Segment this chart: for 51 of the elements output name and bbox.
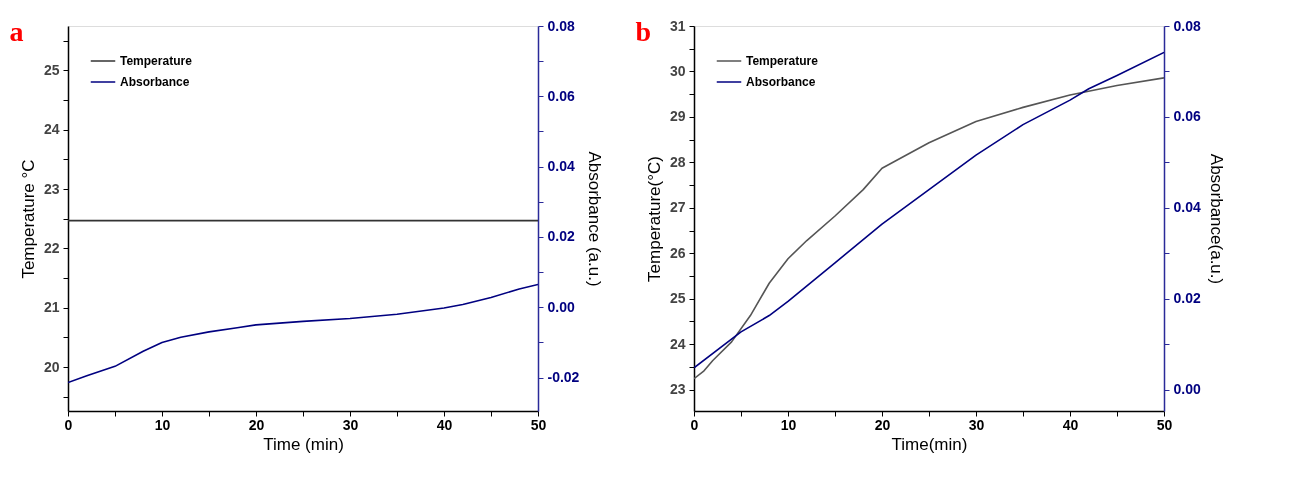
x-tick-label: 10 [780, 416, 797, 433]
y-tick-label: 20 [43, 358, 60, 375]
y2-tick-label: 0.08 [547, 17, 575, 34]
x-tick-label: 10 [154, 416, 171, 433]
legend-label: Absorbance [746, 75, 816, 89]
y2-tick-label: -0.02 [547, 369, 580, 386]
x-tick-label: 30 [342, 416, 359, 433]
y2-tick-label: 0.06 [1173, 108, 1201, 125]
chart-title: a [9, 16, 24, 47]
x-axis-title: Time (min) [263, 434, 344, 454]
x-tick-label: 20 [248, 416, 265, 433]
x-tick-label: 50 [530, 416, 547, 433]
line-series [68, 283, 538, 384]
y2-tick-label: 0.02 [547, 228, 575, 245]
y-tick-label: 25 [43, 61, 60, 78]
y-tick-label: 22 [43, 239, 60, 256]
y-tick-label: 23 [43, 180, 60, 197]
y2-tick-label: 0.02 [1173, 290, 1201, 307]
x-tick-label: 0 [64, 416, 73, 433]
y-axis-title: Temperature(°C) [644, 156, 664, 282]
x-tick-label: 40 [436, 416, 453, 433]
y-tick-label: 28 [669, 153, 686, 170]
y2-tick-label: 0.00 [1173, 381, 1201, 398]
x-tick-label: 30 [968, 416, 985, 433]
x-tick-label: 20 [874, 416, 891, 433]
legend-label: Absorbance [120, 75, 190, 89]
y-tick-label: 21 [43, 299, 60, 316]
x-tick-label: 50 [1156, 416, 1173, 433]
y-tick-label: 30 [669, 62, 686, 79]
y2-axis-title: Absorbance (a.u.) [585, 151, 605, 287]
y-axis-title: Temperature °C [18, 159, 38, 279]
x-axis-title: Time(min) [891, 434, 968, 454]
legend-label: Temperature [746, 54, 819, 68]
chart-title: b [635, 16, 652, 47]
y-tick-label: 31 [669, 17, 686, 34]
y2-tick-label: 0.00 [547, 298, 575, 315]
y-tick-label: 26 [669, 244, 686, 261]
x-tick-label: 0 [690, 416, 699, 433]
y2-tick-label: 0.06 [547, 87, 575, 104]
y-tick-label: 25 [669, 290, 686, 307]
y-tick-label: 24 [669, 335, 686, 352]
y-tick-label: 27 [669, 199, 686, 216]
legend-label: Temperature [120, 54, 193, 68]
y-tick-label: 24 [43, 121, 60, 138]
x-tick-label: 40 [1062, 416, 1079, 433]
y2-axis-title: Absorbance(a.u.) [1206, 153, 1226, 285]
y-tick-label: 29 [669, 108, 686, 125]
y-tick-label: 23 [669, 381, 686, 398]
y2-tick-label: 0.04 [547, 158, 575, 175]
y2-tick-label: 0.04 [1173, 199, 1201, 216]
y2-tick-label: 0.08 [1173, 17, 1201, 34]
